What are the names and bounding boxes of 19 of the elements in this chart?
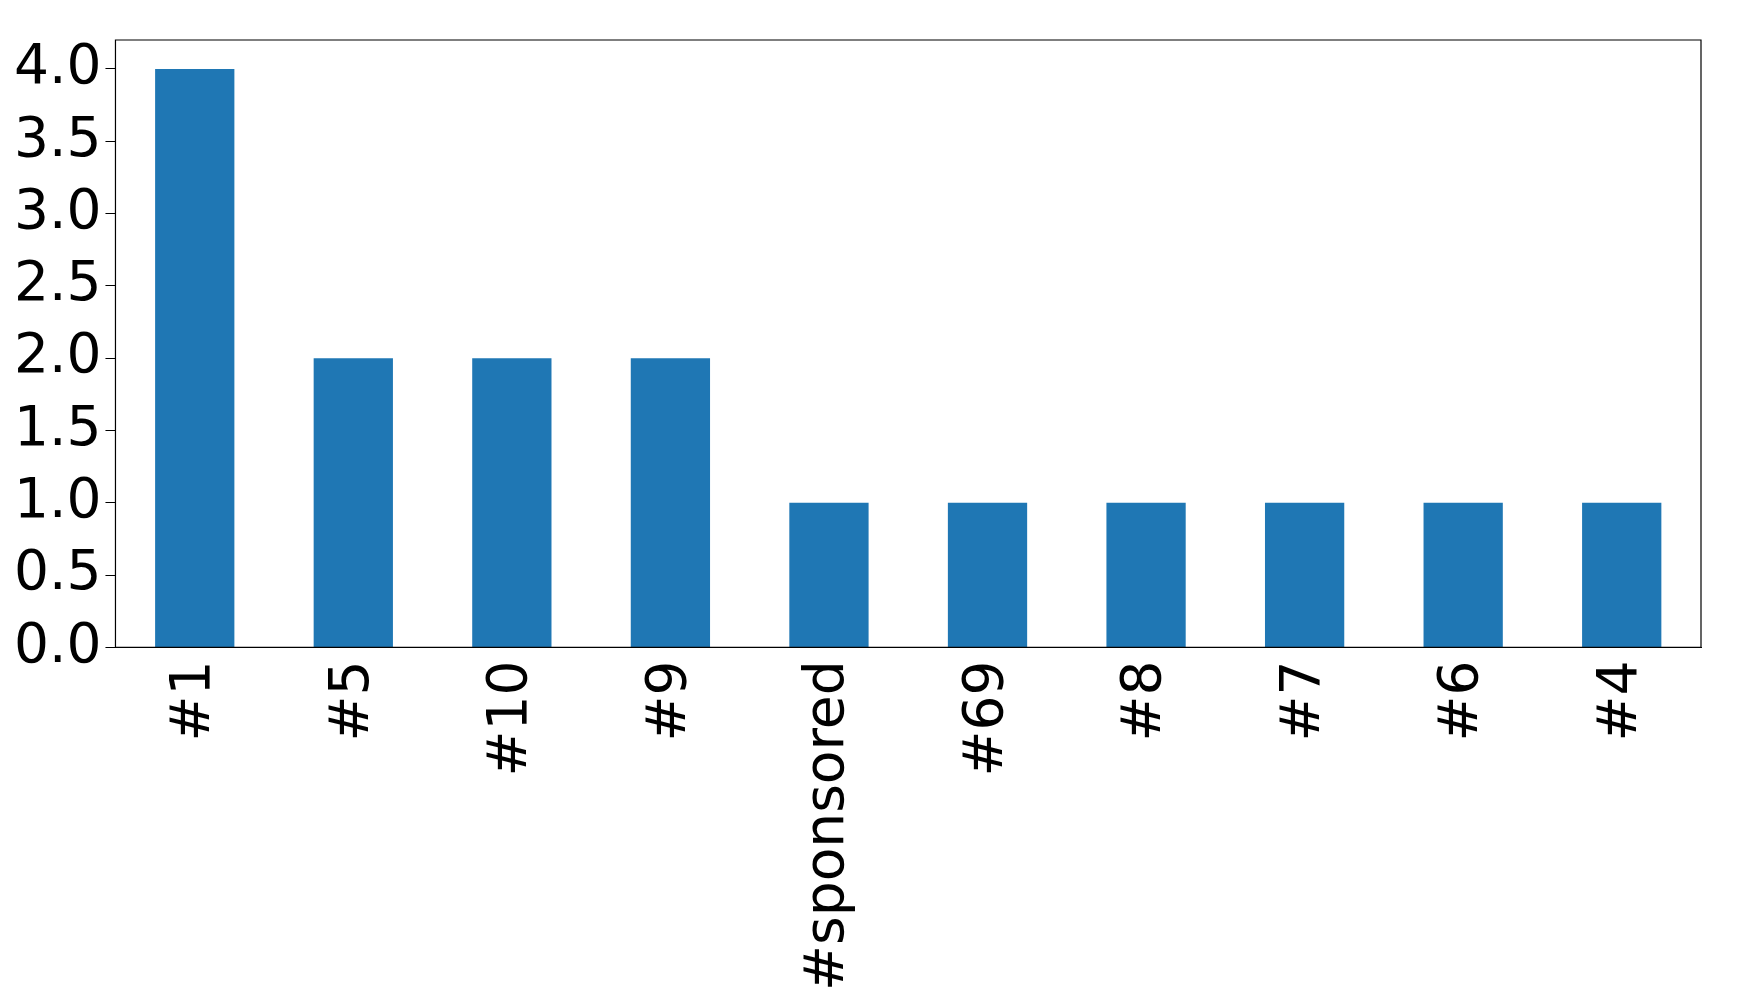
y-tick-label: 0.0: [14, 610, 102, 675]
y-tick-label: 1.5: [14, 393, 102, 458]
x-tick-label: #5: [316, 660, 381, 742]
x-tick-label: #7: [1267, 660, 1332, 742]
x-tick-label: #9: [633, 660, 698, 742]
x-tick-label: #6: [1426, 660, 1491, 742]
x-tick-label: #8: [1109, 660, 1174, 742]
x-tick-label: #sponsored: [792, 660, 857, 992]
y-tick-label: 2.5: [14, 249, 102, 314]
y-tick-label: 4.0: [14, 32, 102, 97]
x-tick-label: #1: [158, 660, 223, 742]
y-tick-label: 1.0: [14, 466, 102, 531]
y-tick-label: 3.0: [14, 176, 102, 241]
y-tick-label: 0.5: [14, 538, 102, 603]
x-tick-label: #10: [475, 660, 540, 777]
x-tick-label: #4: [1585, 660, 1649, 742]
y-tick-label: 2.0: [14, 321, 102, 386]
y-tick-label: 3.5: [14, 104, 102, 169]
x-tick-label: #69: [950, 660, 1015, 777]
